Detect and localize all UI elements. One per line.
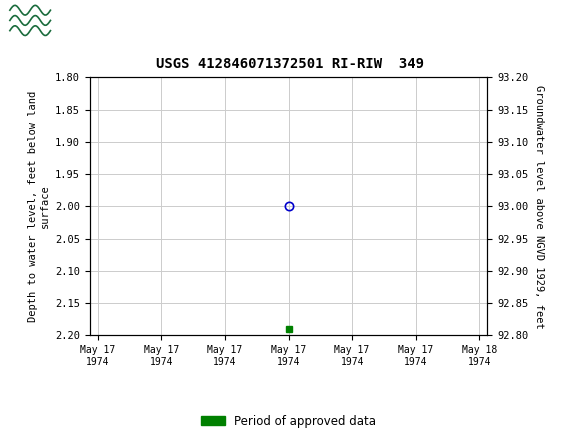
Text: USGS 412846071372501 RI-RIW  349: USGS 412846071372501 RI-RIW 349: [156, 57, 424, 71]
Legend: Period of approved data: Period of approved data: [201, 415, 376, 427]
Y-axis label: Groundwater level above NGVD 1929, feet: Groundwater level above NGVD 1929, feet: [534, 85, 543, 328]
FancyBboxPatch shape: [7, 3, 53, 37]
Y-axis label: Depth to water level, feet below land
surface: Depth to water level, feet below land su…: [28, 91, 50, 322]
Text: USGS: USGS: [62, 12, 117, 29]
